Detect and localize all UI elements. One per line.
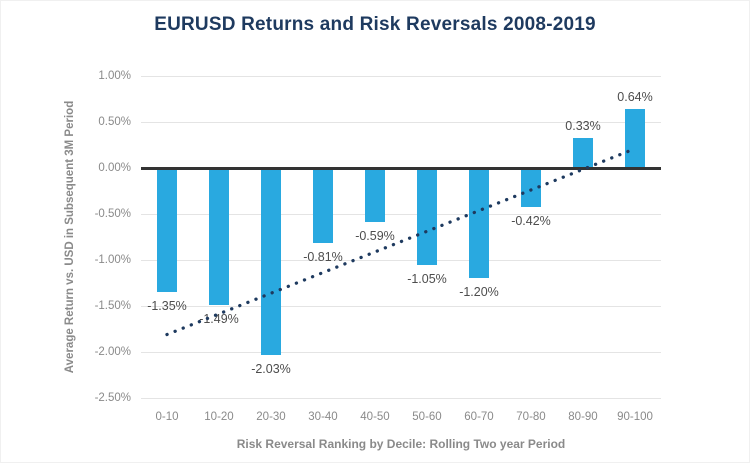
bar-value-label: -1.20% xyxy=(459,285,499,300)
y-tick-label: -2.50% xyxy=(94,392,131,404)
plot-area: 1.00% 0.50% 0.00% -0.50% -1.00% -1.50% -2.00% -… xyxy=(95,70,661,423)
gridline xyxy=(141,397,661,399)
x-tick-label: 50-60 xyxy=(412,411,442,423)
bar-30-40 xyxy=(313,168,333,243)
x-tick-label: 40-50 xyxy=(360,411,390,423)
bar-value-label: -1.49% xyxy=(199,312,239,327)
gridline xyxy=(141,121,661,123)
bar-60-70 xyxy=(469,168,489,279)
bar-value-label: -2.03% xyxy=(251,361,291,376)
bar-40-50 xyxy=(365,168,385,223)
bar-value-label: -1.05% xyxy=(407,271,447,286)
x-tick-label: 10-20 xyxy=(204,411,234,423)
y-tick-label: 0.50% xyxy=(98,116,131,128)
x-tick-label: 20-30 xyxy=(256,411,286,423)
x-tick-label: 70-80 xyxy=(516,411,546,423)
bar-value-label: -1.35% xyxy=(147,299,187,314)
bar-90-100 xyxy=(625,109,645,168)
x-tick-label: 90-100 xyxy=(617,411,653,423)
x-tick-label: 30-40 xyxy=(308,411,338,423)
chart-title: EURUSD Returns and Risk Reversals 2008-2… xyxy=(154,14,596,35)
y-tick-label: -2.00% xyxy=(94,346,131,358)
gridline xyxy=(141,351,661,353)
bar-80-90 xyxy=(573,137,593,168)
x-tick-label: 0-10 xyxy=(155,411,179,423)
bar-50-60 xyxy=(417,168,437,265)
bar-0-10 xyxy=(157,168,177,293)
bar-10-20 xyxy=(209,168,229,306)
bar-value-label: -0.59% xyxy=(355,229,395,244)
y-tick-label: 1.00% xyxy=(98,70,131,82)
y-tick-label: -1.50% xyxy=(94,300,131,312)
gridline xyxy=(141,305,661,307)
y-axis-title: Average Return vs. USD in Subsequent 3M … xyxy=(64,100,76,374)
gridline xyxy=(141,75,661,77)
y-tick-label: 0.00% xyxy=(98,162,131,174)
x-axis-title: Risk Reversal Ranking by Decile: Rolling… xyxy=(236,437,566,451)
bar-value-label: -0.81% xyxy=(303,249,343,264)
bar-value-label: 0.33% xyxy=(565,118,601,133)
y-tick-label: -1.00% xyxy=(94,254,131,266)
bar-value-label: 0.64% xyxy=(617,90,653,105)
bar-70-80 xyxy=(521,168,541,207)
bar-20-30 xyxy=(261,168,281,355)
y-tick-label: -0.50% xyxy=(94,208,131,220)
zero-axis-line xyxy=(141,166,661,170)
bar-value-label: -0.42% xyxy=(511,213,551,228)
x-tick-label: 60-70 xyxy=(464,411,494,423)
x-tick-label: 80-90 xyxy=(568,411,598,423)
